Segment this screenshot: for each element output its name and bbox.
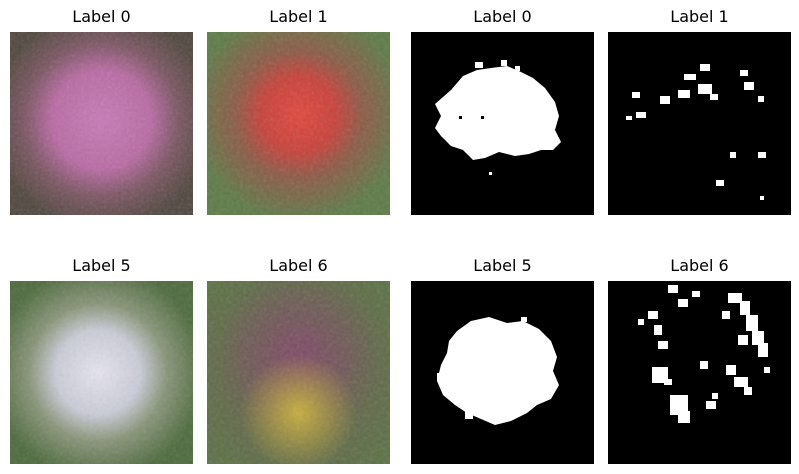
- panel-title-mask-label5: Label 5: [473, 256, 532, 275]
- panel-title-avg-label6: Label 6: [269, 256, 328, 275]
- average-image-label6: [207, 281, 390, 464]
- panel-title-mask-label1: Label 1: [670, 7, 729, 26]
- mask-image-label1: [608, 32, 791, 215]
- mask-image-label5: [411, 281, 594, 464]
- average-image-label5: [10, 281, 193, 464]
- mask-image-label0: [411, 32, 594, 215]
- panel-title-avg-label1: Label 1: [269, 7, 328, 26]
- panel-title-avg-label5: Label 5: [72, 256, 131, 275]
- average-image-label1: [207, 32, 390, 215]
- panel-title-mask-label6: Label 6: [670, 256, 729, 275]
- panel-title-mask-label0: Label 0: [473, 7, 532, 26]
- average-image-label0: [10, 32, 193, 215]
- panel-title-avg-label0: Label 0: [72, 7, 131, 26]
- mask-image-label6: [608, 281, 791, 464]
